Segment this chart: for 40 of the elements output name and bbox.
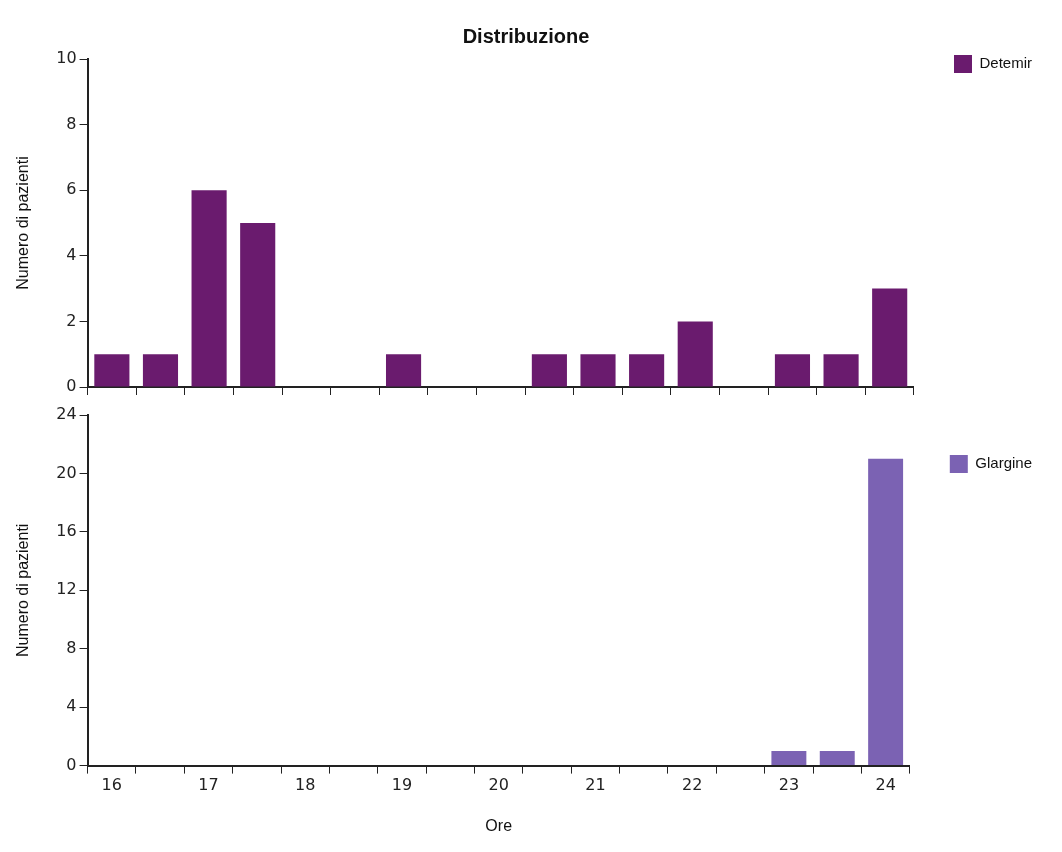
x-axis-title: Ore	[485, 816, 513, 834]
x-tick-label: 24	[875, 775, 896, 795]
legend-label: Glargine	[975, 454, 1033, 472]
y-tick-label: 8	[66, 637, 77, 657]
bar	[823, 354, 859, 387]
chart-title: Distribuzione	[462, 24, 590, 47]
y-tick-label: 10	[56, 48, 77, 68]
y-tick-label: 24	[56, 404, 77, 424]
bar	[872, 288, 908, 387]
y-tick-label: 0	[66, 754, 77, 774]
bar	[580, 354, 616, 387]
bar	[94, 354, 130, 387]
y-tick-label: 6	[66, 179, 77, 199]
y-tick-label: 4	[66, 244, 77, 264]
legend-label: Detemir	[979, 54, 1033, 72]
y-tick-label: 4	[66, 696, 77, 716]
y-tick-label: 20	[56, 462, 77, 482]
y-tick-label: 2	[66, 310, 77, 330]
bar	[240, 223, 276, 387]
y-tick-label: 8	[66, 113, 77, 133]
x-tick-label: 21	[585, 775, 606, 795]
x-tick-label: 18	[295, 775, 316, 795]
y-axis-title: Numero di pazienti	[14, 523, 32, 657]
x-tick-label: 20	[488, 775, 509, 795]
x-tick-label: 19	[391, 775, 413, 795]
y-tick-label: 12	[56, 579, 77, 599]
bar	[191, 190, 227, 387]
x-tick-label: 22	[681, 775, 703, 795]
bar	[774, 354, 811, 387]
bar	[385, 354, 422, 387]
y-tick-label: 0	[66, 376, 77, 396]
bar	[142, 354, 179, 387]
y-axis-title: Numero di pazienti	[14, 156, 32, 290]
x-tick-label: 16	[101, 775, 122, 795]
y-tick-label: 16	[56, 521, 77, 541]
bar	[677, 321, 713, 387]
x-tick-label: 23	[778, 775, 800, 795]
bar	[531, 354, 567, 387]
x-tick-label: 17	[198, 775, 219, 795]
bar	[629, 354, 665, 387]
